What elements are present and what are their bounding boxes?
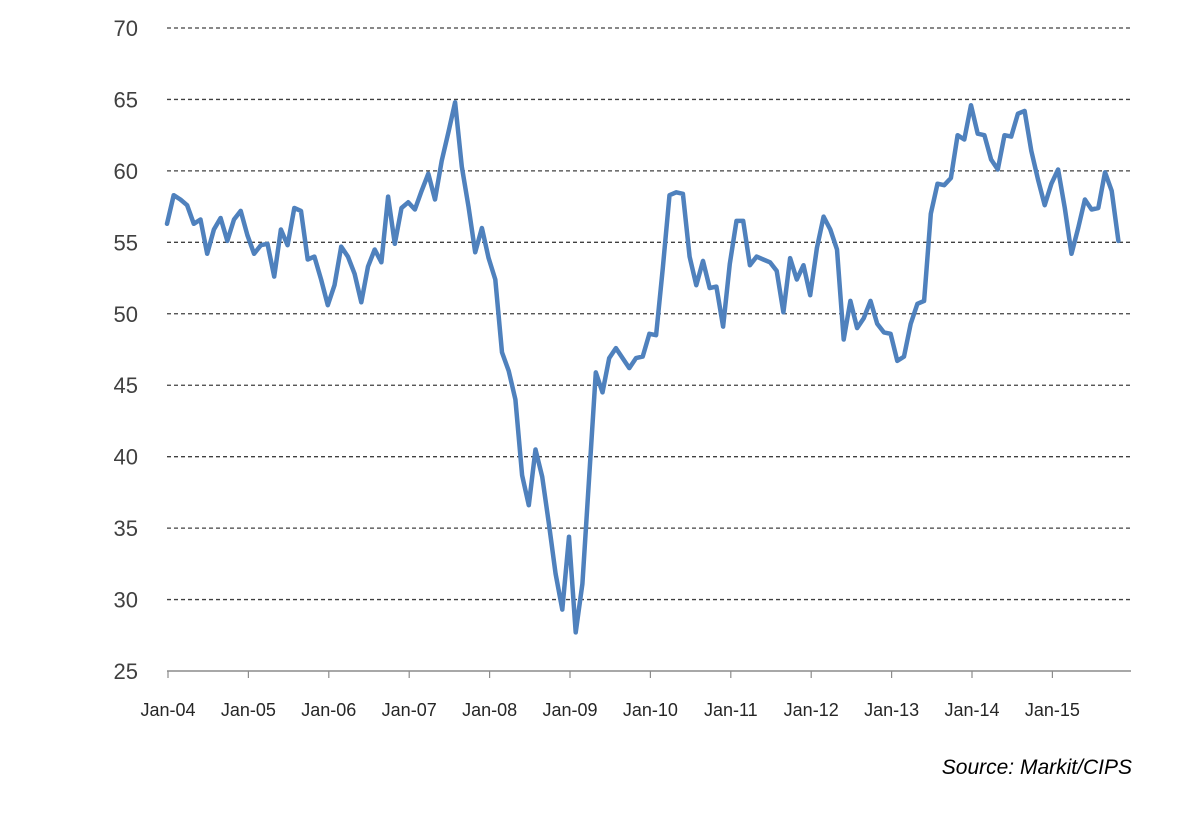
x-tick-label: Jan-08 [462,700,517,720]
y-tick-label: 55 [114,230,138,255]
y-tick-label: 25 [114,659,138,684]
x-tick-label: Jan-12 [784,700,839,720]
y-tick-label: 35 [114,516,138,541]
x-tick-label: Jan-14 [944,700,999,720]
y-tick-label: 30 [114,588,138,613]
y-tick-label: 50 [114,302,138,327]
y-tick-label: 65 [114,87,138,112]
y-tick-label: 70 [114,16,138,41]
x-tick-label: Jan-13 [864,700,919,720]
x-tick-label: Jan-04 [140,700,195,720]
y-tick-label: 40 [114,445,138,470]
x-tick-label: Jan-07 [382,700,437,720]
y-tick-label: 60 [114,159,138,184]
source-note: Source: Markit/CIPS [941,756,1132,779]
x-tick-label: Jan-15 [1025,700,1080,720]
y-tick-label: 45 [114,373,138,398]
x-tick-label: Jan-05 [221,700,276,720]
x-axis-tick-labels: Jan-04 Jan-05 Jan-06 Jan-07 Jan-08 Jan-09 Jan-… [140,700,1079,720]
series-layer [164,100,1121,635]
x-tick-label: Jan-11 [704,700,758,720]
series-line [164,100,1121,635]
x-tick-label: Jan-09 [542,700,597,720]
x-tick-label: Jan-06 [301,700,356,720]
x-tick-label: Jan-10 [623,700,678,720]
y-axis-tick-labels: 25 30 35 40 45 50 55 60 65 70 [114,16,138,684]
gridlines [167,27,1131,601]
x-axis [167,670,1131,678]
